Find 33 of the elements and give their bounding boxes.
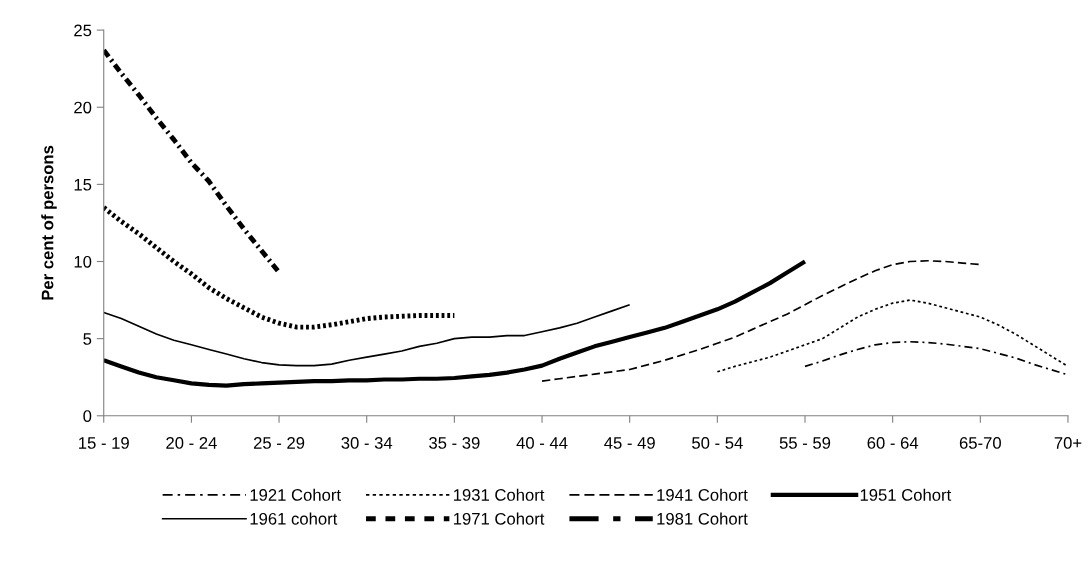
x-tick-label: 45 - 49	[604, 437, 655, 449]
x-tick-label: 60 - 64	[867, 437, 919, 449]
line-series	[103, 205, 457, 330]
line-series	[103, 259, 808, 388]
legend-label: 1921 Cohort	[250, 488, 341, 501]
x-tick-label: 70+	[1054, 437, 1082, 449]
x-tick-label: 15 - 19	[79, 437, 129, 449]
line-series	[103, 303, 631, 367]
y-axis-title: Per cent of persons	[41, 145, 57, 300]
x-tick-label: 55 - 59	[779, 437, 831, 449]
line-series	[804, 340, 1068, 376]
y-tick-label: 0	[83, 410, 92, 422]
legend-label: 1981 Cohort	[657, 512, 748, 525]
legend-label: 1951 Cohort	[860, 488, 952, 501]
x-tick-label: 65-70	[959, 437, 1001, 449]
legend-label: 1941 Cohort	[657, 488, 748, 501]
legend-label: 1971 Cohort	[453, 512, 545, 525]
x-tick-label: 50 - 54	[692, 437, 743, 449]
x-tick-label: 25 - 29	[253, 437, 305, 449]
legend-label: 1961 cohort	[250, 512, 338, 525]
legend-label: 1931 Cohort	[453, 488, 545, 501]
y-tick-label: 25	[74, 24, 92, 37]
x-tick-label: 30 - 34	[341, 437, 393, 449]
x-tick-label: 40 - 44	[516, 437, 568, 449]
x-tick-label: 35 - 39	[429, 437, 480, 449]
line-series	[716, 299, 1068, 373]
x-tick-label: 20 - 24	[166, 437, 217, 449]
line-series	[103, 47, 282, 275]
y-tick-label: 15	[74, 178, 92, 191]
y-tick-label: 10	[74, 255, 92, 268]
y-tick-label: 20	[74, 101, 92, 114]
line-series	[541, 259, 982, 382]
y-tick-label: 5	[83, 333, 92, 345]
